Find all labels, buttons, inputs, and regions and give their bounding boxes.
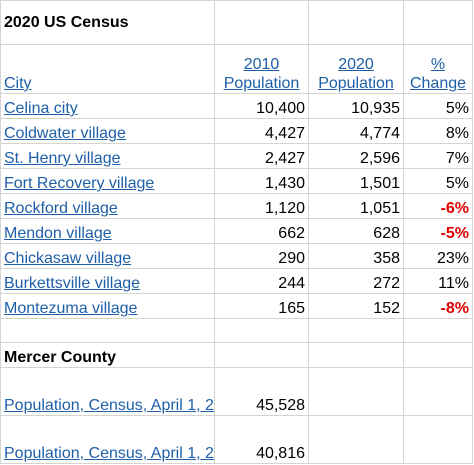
change-cell: 11% [403,268,473,294]
county-rows: Population, Census, April 1, 202045,528P… [0,367,473,464]
city-header-link[interactable]: City [4,75,32,92]
header-row: City 2010 Population 2020 Population % C… [0,44,473,94]
pop2020-cell: 2,596 [308,143,404,169]
pct-header-line2[interactable]: Change [409,75,467,92]
pop2020-header-line2[interactable]: Population [318,75,394,92]
county-label-link[interactable]: Population, Census, April 1, 2020 [4,397,214,414]
pop2020-cell: 10,935 [308,93,404,119]
city-cell[interactable]: Celina city [0,93,215,119]
pop2010-cell: 1,430 [214,168,309,194]
pop2020-cell: 1,501 [308,168,404,194]
pop2010-cell: 10,400 [214,93,309,119]
table-row: St. Henry village 2,427 2,596 7% [0,143,473,169]
city-cell[interactable]: Coldwater village [0,118,215,144]
pop2010-header-line2[interactable]: Population [223,75,300,92]
table-row: Fort Recovery village 1,430 1,501 5% [0,168,473,194]
city-cell[interactable]: Montezuma village [0,293,215,319]
city-link[interactable]: Celina city [4,100,78,117]
city-link[interactable]: Rockford village [4,200,118,217]
county-label-link[interactable]: Population, Census, April 1, 2010 [4,445,214,462]
county-heading: Mercer County [0,342,215,368]
empty-cell [403,0,473,45]
change-cell: 5% [403,93,473,119]
table-row: Montezuma village 165 152 -8% [0,293,473,319]
spacer-row [0,318,473,343]
table-row: Chickasaw village 290 358 23% [0,243,473,269]
county-value-cell: 45,528 [214,367,309,416]
city-cell[interactable]: St. Henry village [0,143,215,169]
pop2010-cell: 1,120 [214,193,309,219]
city-link[interactable]: Chickasaw village [4,250,132,267]
pop2020-cell: 358 [308,243,404,269]
header-2020-population[interactable]: 2020 Population [308,44,404,94]
pop2020-cell: 4,774 [308,118,404,144]
city-link[interactable]: St. Henry village [4,150,121,167]
pop2020-cell: 628 [308,218,404,244]
change-cell: -5% [403,218,473,244]
city-cell[interactable]: Mendon village [0,218,215,244]
header-2010-population[interactable]: 2010 Population [214,44,309,94]
pop2020-cell: 272 [308,268,404,294]
pop2020-header-line1[interactable]: 2020 [338,56,374,73]
table-row: Mendon village 662 628 -5% [0,218,473,244]
county-row: Population, Census, April 1, 202045,528 [0,367,473,416]
city-cell[interactable]: Chickasaw village [0,243,215,269]
pop2010-cell: 662 [214,218,309,244]
city-link[interactable]: Fort Recovery village [4,175,155,192]
pct-header-line1[interactable]: % [430,56,446,73]
pop2010-cell: 165 [214,293,309,319]
change-cell: -8% [403,293,473,319]
pop2010-cell: 4,427 [214,118,309,144]
city-cell[interactable]: Fort Recovery village [0,168,215,194]
pop2020-cell: 1,051 [308,193,404,219]
table-row: Burkettsville village 244 272 11% [0,268,473,294]
change-cell: 8% [403,118,473,144]
sheet-title: 2020 US Census [0,0,215,45]
change-cell: 7% [403,143,473,169]
city-link[interactable]: Coldwater village [4,125,126,142]
county-heading-row: Mercer County [0,342,473,368]
pop2010-header-line1[interactable]: 2010 [243,56,280,73]
city-rows: Celina city 10,400 10,935 5% Coldwater villa… [0,93,473,319]
change-cell: 23% [403,243,473,269]
city-cell[interactable]: Rockford village [0,193,215,219]
table-row: Rockford village 1,120 1,051 -6% [0,193,473,219]
header-city[interactable]: City [0,44,215,94]
city-link[interactable]: Burkettsville village [4,275,141,292]
table-row: Celina city 10,400 10,935 5% [0,93,473,119]
pop2020-cell: 152 [308,293,404,319]
county-value-cell: 40,816 [214,415,309,464]
city-link[interactable]: Mendon village [4,225,112,242]
city-link[interactable]: Montezuma village [4,300,138,317]
pop2010-cell: 2,427 [214,143,309,169]
header-percent-change[interactable]: % Change [403,44,473,94]
title-row: 2020 US Census [0,0,473,45]
empty-cell [214,0,309,45]
pop2010-cell: 290 [214,243,309,269]
county-label-cell[interactable]: Population, Census, April 1, 2020 [0,367,215,416]
change-cell: -6% [403,193,473,219]
city-cell[interactable]: Burkettsville village [0,268,215,294]
county-label-cell[interactable]: Population, Census, April 1, 2010 [0,415,215,464]
change-cell: 5% [403,168,473,194]
pop2010-cell: 244 [214,268,309,294]
table-row: Coldwater village 4,427 4,774 8% [0,118,473,144]
county-row: Population, Census, April 1, 201040,816 [0,415,473,464]
empty-cell [308,0,404,45]
